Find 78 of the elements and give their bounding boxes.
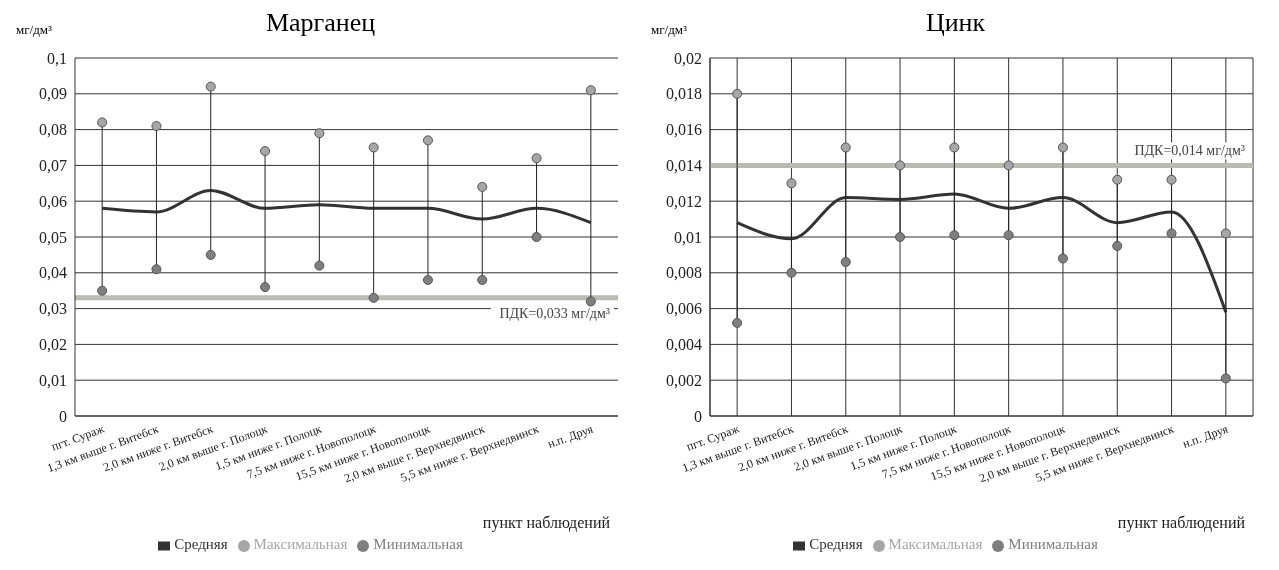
point: [1057, 253, 1068, 264]
point: [1003, 230, 1014, 241]
point: [97, 285, 108, 296]
point: [314, 128, 325, 139]
y-tick-label: 0,08: [39, 121, 67, 139]
y-tick-label: 0,006: [666, 300, 702, 318]
x-tick-label: н.п. Друя: [545, 421, 596, 451]
ref-line-label: ПДК=0,033 мг/дм³: [499, 305, 610, 321]
point: [422, 135, 433, 146]
point: [97, 117, 108, 128]
point: [895, 160, 906, 171]
point: [477, 181, 488, 192]
y-tick-label: 0,018: [666, 85, 702, 103]
point: [477, 274, 488, 285]
point: [531, 153, 542, 164]
y-tick-label: 0,06: [39, 192, 67, 210]
point: [151, 264, 162, 275]
legend-label: Минимальная: [1008, 536, 1098, 552]
point: [1220, 373, 1231, 384]
legend-label: Максимальная: [888, 536, 983, 552]
point: [949, 142, 960, 153]
y-tick-label: 0,07: [39, 157, 67, 175]
x-axis-title: пункт наблюдений: [1117, 514, 1246, 532]
chart-title: Цинк: [925, 8, 986, 37]
point: [314, 260, 325, 271]
y-tick-label: 0,01: [674, 228, 702, 246]
point: [585, 296, 596, 307]
point: [260, 146, 271, 157]
point: [368, 142, 379, 153]
x-axis-title: пункт наблюдений: [482, 514, 611, 532]
x-tick-label: н.п. Друя: [1180, 421, 1231, 451]
point: [949, 230, 960, 241]
point: [422, 274, 433, 285]
y-tick-label: 0: [694, 407, 702, 425]
legend-label: Максимальная: [253, 536, 348, 552]
point: [1003, 160, 1014, 171]
point: [840, 257, 851, 268]
legend-label: Средняя: [809, 536, 863, 552]
point: [1112, 174, 1123, 185]
y-tick-label: 0,002: [666, 371, 702, 389]
y-tick-label: 0,008: [666, 264, 702, 282]
y-tick-label: 0,02: [674, 49, 702, 67]
y-tick-label: 0,03: [39, 300, 67, 318]
point: [895, 231, 906, 243]
point: [260, 282, 271, 293]
ref-line-label: ПДК=0,014 мг/дм³: [1134, 143, 1245, 159]
chart-title: Марганец: [265, 8, 376, 37]
y-tick-label: 0,014: [666, 157, 702, 175]
y-tick-label: 0,09: [39, 85, 67, 103]
point: [786, 178, 797, 189]
point: [786, 267, 797, 278]
legend-label: Минимальная: [373, 536, 463, 552]
y-tick-label: 0,012: [666, 192, 702, 210]
y-tick-label: 0,016: [666, 121, 702, 139]
point: [531, 231, 542, 243]
y-tick-label: 0,05: [39, 228, 67, 246]
y-tick-label: 0: [59, 407, 67, 425]
y-tick-label: 0,04: [39, 264, 67, 282]
point: [151, 121, 162, 132]
y-tick-label: 0,004: [666, 336, 702, 354]
point: [1166, 174, 1177, 185]
y-tick-label: 0,1: [47, 49, 67, 67]
point: [840, 142, 851, 153]
y-tick-label: 0,01: [39, 371, 67, 389]
point: [368, 292, 379, 303]
point: [205, 81, 216, 92]
y-axis-title: мг/дм³: [16, 22, 52, 38]
point: [1112, 240, 1123, 251]
point: [1220, 228, 1231, 239]
y-tick-label: 0,02: [39, 336, 67, 354]
y-axis-title: мг/дм³: [651, 22, 687, 38]
point: [732, 88, 743, 99]
point: [585, 85, 596, 96]
point: [732, 317, 743, 328]
legend-label: Средняя: [174, 536, 228, 552]
point: [205, 249, 216, 260]
point: [1166, 228, 1177, 239]
point: [1057, 142, 1068, 153]
